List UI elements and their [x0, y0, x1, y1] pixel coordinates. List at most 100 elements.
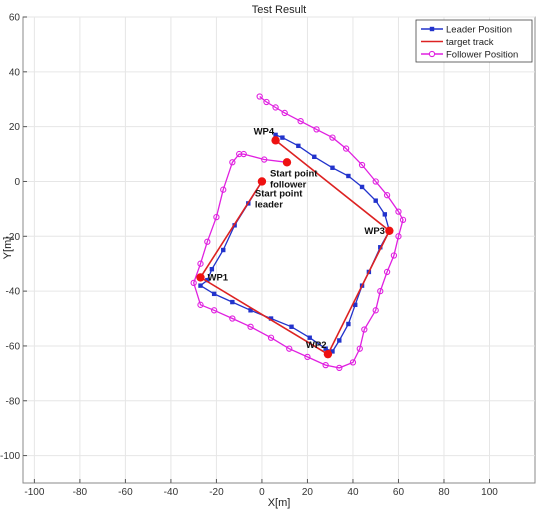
follower-position-point — [220, 186, 227, 193]
follower-position-point — [390, 252, 398, 259]
chart-title: Test Result — [252, 4, 306, 16]
x-tick-label: 0 — [259, 487, 265, 498]
legend-swatch-marker — [428, 50, 436, 58]
leader-position-point — [248, 308, 253, 313]
follower-position-point — [229, 159, 236, 166]
leader-position-point — [378, 245, 383, 250]
leader-position-point — [330, 349, 335, 354]
x-tick-label: 80 — [438, 487, 450, 498]
y-tick-label: -80 — [6, 396, 21, 407]
follower-position-point — [190, 279, 197, 287]
follower-position-point — [197, 260, 204, 267]
legend-label: Leader Position — [446, 25, 512, 36]
leader-position-point — [209, 266, 215, 272]
leader-position-point — [296, 143, 301, 149]
follower-position-point — [349, 359, 357, 366]
marker-start-point-follower — [282, 158, 292, 167]
leader-position-point — [353, 302, 358, 308]
marker-wp2 — [323, 349, 333, 359]
y-axis: -100 -80 -60 -40 -20 0 20 40 60 — [0, 13, 27, 462]
y-tick-label: -100 — [0, 451, 20, 462]
follower-position-point — [267, 334, 275, 341]
leader-position-point — [221, 247, 226, 253]
leader-position-point — [330, 165, 335, 170]
marker-wp3 — [385, 226, 394, 236]
y-tick-label: 60 — [9, 13, 21, 24]
leader-position-point — [289, 324, 294, 329]
legend-label: Follower Position — [446, 50, 518, 61]
follower-position-point — [281, 109, 288, 117]
leader-position-point — [373, 198, 378, 203]
leader-position-point — [382, 212, 388, 217]
marker-wp4 — [271, 136, 280, 145]
x-tick-label: -100 — [24, 487, 44, 498]
leader-position-point — [211, 291, 217, 297]
leader-position-point — [230, 299, 235, 305]
leader-position-point — [280, 135, 285, 140]
annotation-label: WP4 — [254, 126, 275, 137]
series-follower-position — [190, 93, 407, 372]
leader-position-point — [346, 173, 351, 179]
annotation-label: WP3 — [364, 226, 385, 237]
marker-wp1 — [196, 273, 205, 282]
follower-position-point — [358, 161, 366, 169]
follower-position-point — [297, 118, 304, 125]
y-tick-label: 0 — [14, 177, 20, 188]
follower-position-point — [372, 178, 379, 185]
legend-label: target track — [446, 37, 494, 48]
leader-position-point — [205, 277, 210, 283]
leader-position-point — [307, 335, 312, 340]
leader-position-point — [346, 321, 351, 327]
y-tick-label: 20 — [9, 122, 21, 133]
legend-entry-follower-position: Follower Position — [421, 50, 518, 61]
y-tick-label: -40 — [6, 287, 21, 298]
annotation-label: WP1 — [207, 272, 228, 283]
x-axis: -100 -80 -60 -40 -20 0 20 40 60 80 100 — [24, 479, 498, 498]
leader-position-point — [359, 184, 365, 190]
annotation-label: Start point — [255, 188, 303, 199]
x-axis-label: X[m] — [268, 497, 291, 509]
legend-entry-leader-position: Leader Position — [421, 25, 512, 36]
plot-frame — [22, 16, 536, 484]
follower-position-point — [356, 345, 363, 352]
waypoints-layer — [196, 136, 394, 359]
follower-position-line — [193, 95, 404, 369]
x-tick-label: -80 — [73, 487, 88, 498]
follower-position-point — [263, 98, 270, 106]
annotation-label: follower — [270, 179, 307, 190]
grid — [23, 16, 535, 483]
follower-position-point — [313, 126, 320, 133]
plot-area — [22, 16, 536, 484]
x-tick-label: 20 — [302, 487, 314, 498]
follower-position-point — [229, 315, 236, 322]
follower-position-point — [256, 93, 263, 100]
leader-position-point — [312, 154, 317, 159]
legend-swatch-marker — [429, 26, 435, 32]
leader-position-point — [273, 132, 278, 138]
follower-position-point — [372, 307, 379, 314]
leader-position-point — [198, 283, 203, 288]
x-tick-label: -20 — [209, 487, 224, 498]
follower-position-point — [236, 150, 243, 158]
annotation-label: leader — [255, 199, 283, 210]
follower-position-point — [240, 150, 247, 158]
follower-position-point — [204, 238, 211, 245]
x-tick-label: 40 — [347, 487, 359, 498]
follower-position-point — [329, 134, 336, 141]
series-layer — [190, 93, 407, 372]
follower-position-point — [210, 307, 218, 314]
follower-position-point — [383, 268, 391, 276]
follower-position-point — [336, 364, 343, 372]
y-tick-label: -60 — [6, 341, 21, 352]
leader-position-point — [323, 346, 328, 351]
x-tick-label: 60 — [393, 487, 405, 498]
follower-position-point — [286, 345, 293, 352]
x-tick-label: 100 — [481, 487, 498, 498]
leader-position-point — [268, 316, 274, 321]
follower-position-point — [322, 361, 329, 369]
follower-position-point — [377, 287, 384, 295]
follower-position-point — [304, 353, 311, 361]
